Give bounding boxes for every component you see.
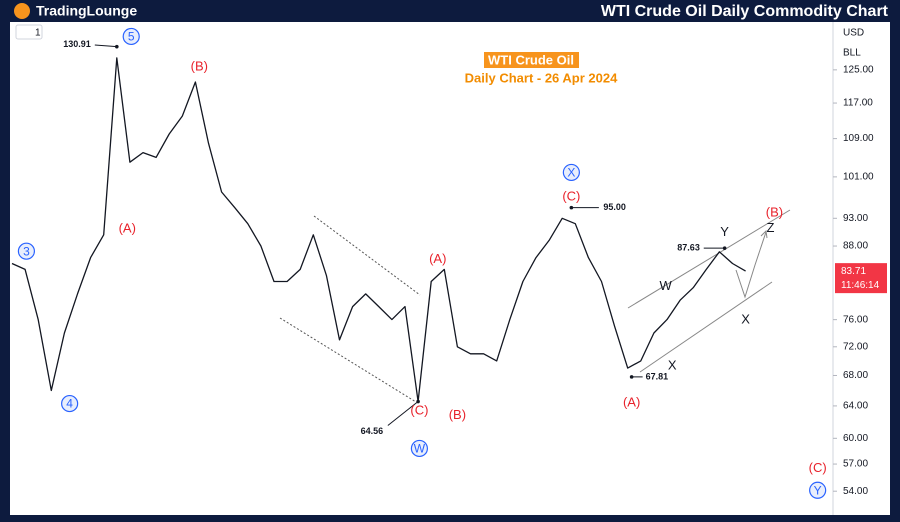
- y-tick-label: 54.00: [843, 486, 868, 497]
- wave-label: 3: [23, 244, 30, 258]
- last-price-box: [835, 263, 887, 294]
- wave-label: (C): [809, 460, 827, 475]
- wave-circle: [809, 481, 827, 499]
- y-tick-label: 57.00: [843, 459, 868, 470]
- y-tick-label: 93.00: [843, 213, 868, 224]
- chart-title: WTI Crude Oil: [488, 52, 574, 67]
- price-line: [11, 57, 746, 403]
- wave-label: Y: [814, 483, 822, 497]
- wave-label: 4: [66, 397, 73, 411]
- y-tick-label: 68.00: [843, 370, 868, 381]
- chart-subtitle: Daily Chart - 26 Apr 2024: [465, 70, 618, 85]
- channel-lines-right: [627, 209, 791, 373]
- y-tick-label: 125.00: [843, 64, 874, 75]
- wave-label: (A): [119, 221, 136, 236]
- wave-label: X: [567, 166, 575, 180]
- wave-label: (B): [191, 58, 208, 73]
- last-price: 83.71: [841, 266, 866, 277]
- y-tick-label: 109.00: [843, 133, 874, 144]
- callout-label: 64.56: [361, 426, 384, 436]
- callout-leader: [94, 44, 117, 48]
- countdown: 11:46:14: [841, 280, 880, 291]
- wave-label: Z: [767, 220, 775, 235]
- logo: TradingLounge: [36, 3, 137, 19]
- unit[interactable]: BLL: [843, 48, 861, 59]
- wave-circle: [410, 439, 429, 458]
- interval[interactable]: 1: [35, 28, 41, 39]
- y-tick-label: 101.00: [843, 172, 874, 183]
- title-box: [484, 52, 579, 68]
- wave-circle: [17, 242, 36, 260]
- wave-label: W: [660, 278, 673, 293]
- wave-label: X: [668, 358, 677, 373]
- wave-label: W: [414, 442, 426, 456]
- y-tick-label: 72.00: [843, 341, 868, 352]
- wave-label: Y: [720, 224, 729, 239]
- callout-label: 67.81: [646, 371, 669, 381]
- logo-icon: [14, 3, 30, 19]
- header-title: WTI Crude Oil Daily Commodity Chart: [601, 3, 889, 20]
- wave-label: (C): [562, 189, 580, 204]
- wave-label: (C): [410, 402, 428, 417]
- wave-label: (A): [429, 251, 446, 266]
- channel-lines: [279, 215, 421, 403]
- wave-circle: [562, 163, 580, 182]
- y-tick-label: 60.00: [843, 433, 868, 444]
- wave-label: X: [741, 311, 750, 326]
- wave-label: (B): [766, 204, 783, 219]
- wave-circle: [61, 394, 79, 413]
- callout-leader: [387, 401, 419, 426]
- wave-label: (B): [449, 407, 466, 422]
- wave-label: 5: [128, 30, 135, 44]
- y-tick-label: 64.00: [843, 401, 868, 412]
- y-tick-label: 117.00: [843, 98, 873, 109]
- wave-circle: [122, 27, 140, 46]
- callout-label: 87.63: [677, 243, 700, 253]
- callout-label: 130.91: [63, 39, 91, 49]
- currency[interactable]: USD: [843, 28, 864, 39]
- wave-label: (A): [623, 394, 640, 409]
- y-tick-label: 76.00: [843, 314, 868, 325]
- plot-background: [10, 22, 890, 515]
- y-tick-label: 88.00: [843, 241, 868, 252]
- callout-label: 95.00: [603, 202, 626, 212]
- toolbar-button[interactable]: [15, 24, 43, 40]
